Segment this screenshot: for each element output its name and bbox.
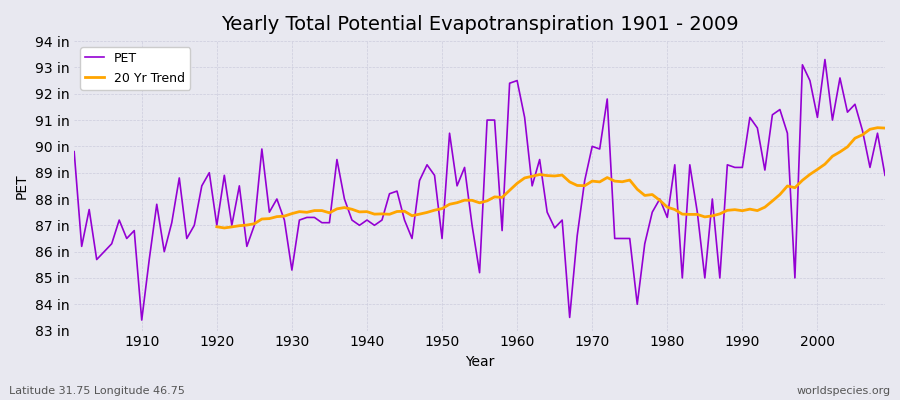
PET (879, 173, 890, 178)
20 Yr Trend (309, 208, 320, 213)
Line: PET: PET (74, 60, 885, 320)
PET (820, 57, 831, 62)
PET (519, 115, 530, 120)
20 Yr Trend (219, 226, 230, 230)
20 Yr Trend (872, 125, 883, 130)
Legend: PET, 20 Yr Trend: PET, 20 Yr Trend (80, 47, 190, 90)
20 Yr Trend (857, 132, 868, 137)
PET (609, 236, 620, 241)
X-axis label: Year: Year (465, 355, 494, 369)
PET (512, 78, 523, 83)
PET (302, 215, 312, 220)
20 Yr Trend (789, 185, 800, 190)
Y-axis label: PET: PET (15, 173, 29, 199)
PET (136, 318, 147, 322)
20 Yr Trend (212, 224, 222, 229)
20 Yr Trend (775, 192, 786, 197)
Line: 20 Yr Trend: 20 Yr Trend (217, 128, 885, 228)
Text: Latitude 31.75 Longitude 46.75: Latitude 31.75 Longitude 46.75 (9, 386, 184, 396)
Title: Yearly Total Potential Evapotranspiration 1901 - 2009: Yearly Total Potential Evapotranspiratio… (220, 15, 738, 34)
Text: worldspecies.org: worldspecies.org (796, 386, 891, 396)
PET (129, 228, 140, 233)
20 Yr Trend (684, 212, 695, 217)
20 Yr Trend (421, 210, 432, 215)
PET (68, 149, 79, 154)
PET (346, 218, 357, 222)
20 Yr Trend (879, 126, 890, 130)
